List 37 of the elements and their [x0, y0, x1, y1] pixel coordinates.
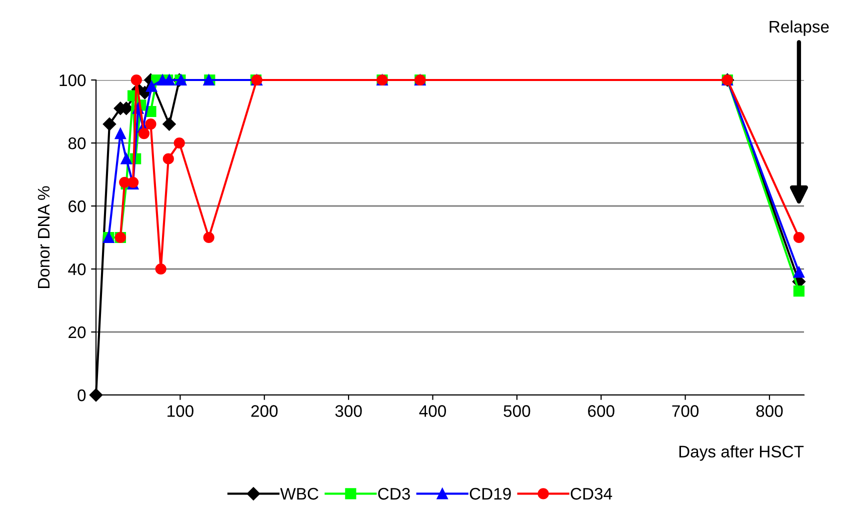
x-tick-label: 100	[168, 405, 194, 417]
legend-label: CD3	[378, 488, 410, 500]
point	[162, 153, 174, 164]
y-tick-label: 40	[68, 263, 86, 276]
x-tick-label: 700	[672, 405, 699, 417]
point	[89, 388, 103, 402]
point	[793, 285, 805, 297]
x-axis-title: Days after HSCT	[679, 445, 804, 461]
y-tick-label: 20	[68, 326, 86, 338]
point	[102, 118, 116, 131]
x-tick-label: 200	[251, 405, 278, 417]
legend-label: WBC	[280, 488, 318, 500]
x-tick-label: 500	[504, 405, 530, 417]
y-tick-label: 60	[68, 200, 86, 212]
y-tick-label: 0	[78, 389, 86, 402]
point	[174, 137, 185, 149]
point	[130, 74, 142, 86]
point	[120, 153, 132, 164]
point	[138, 128, 150, 140]
point	[114, 128, 126, 140]
y-tick-label: 100	[60, 74, 86, 86]
text: Relapse	[770, 20, 829, 36]
x-tick-label: 600	[588, 405, 614, 417]
legend-label: CD34	[570, 488, 612, 500]
x-tick-label: 400	[419, 405, 446, 417]
point	[145, 118, 156, 130]
x-tick-label: 300	[335, 405, 362, 417]
y-axis-title: Donor DNA %	[38, 186, 50, 288]
point	[146, 80, 158, 92]
point	[793, 266, 805, 278]
point	[203, 232, 214, 244]
legend-label: CD19	[470, 488, 511, 500]
point	[793, 232, 805, 244]
x-tick-label: 800	[756, 405, 783, 417]
y-tick-label: 80	[68, 137, 86, 150]
point	[162, 118, 176, 131]
point	[155, 263, 166, 275]
